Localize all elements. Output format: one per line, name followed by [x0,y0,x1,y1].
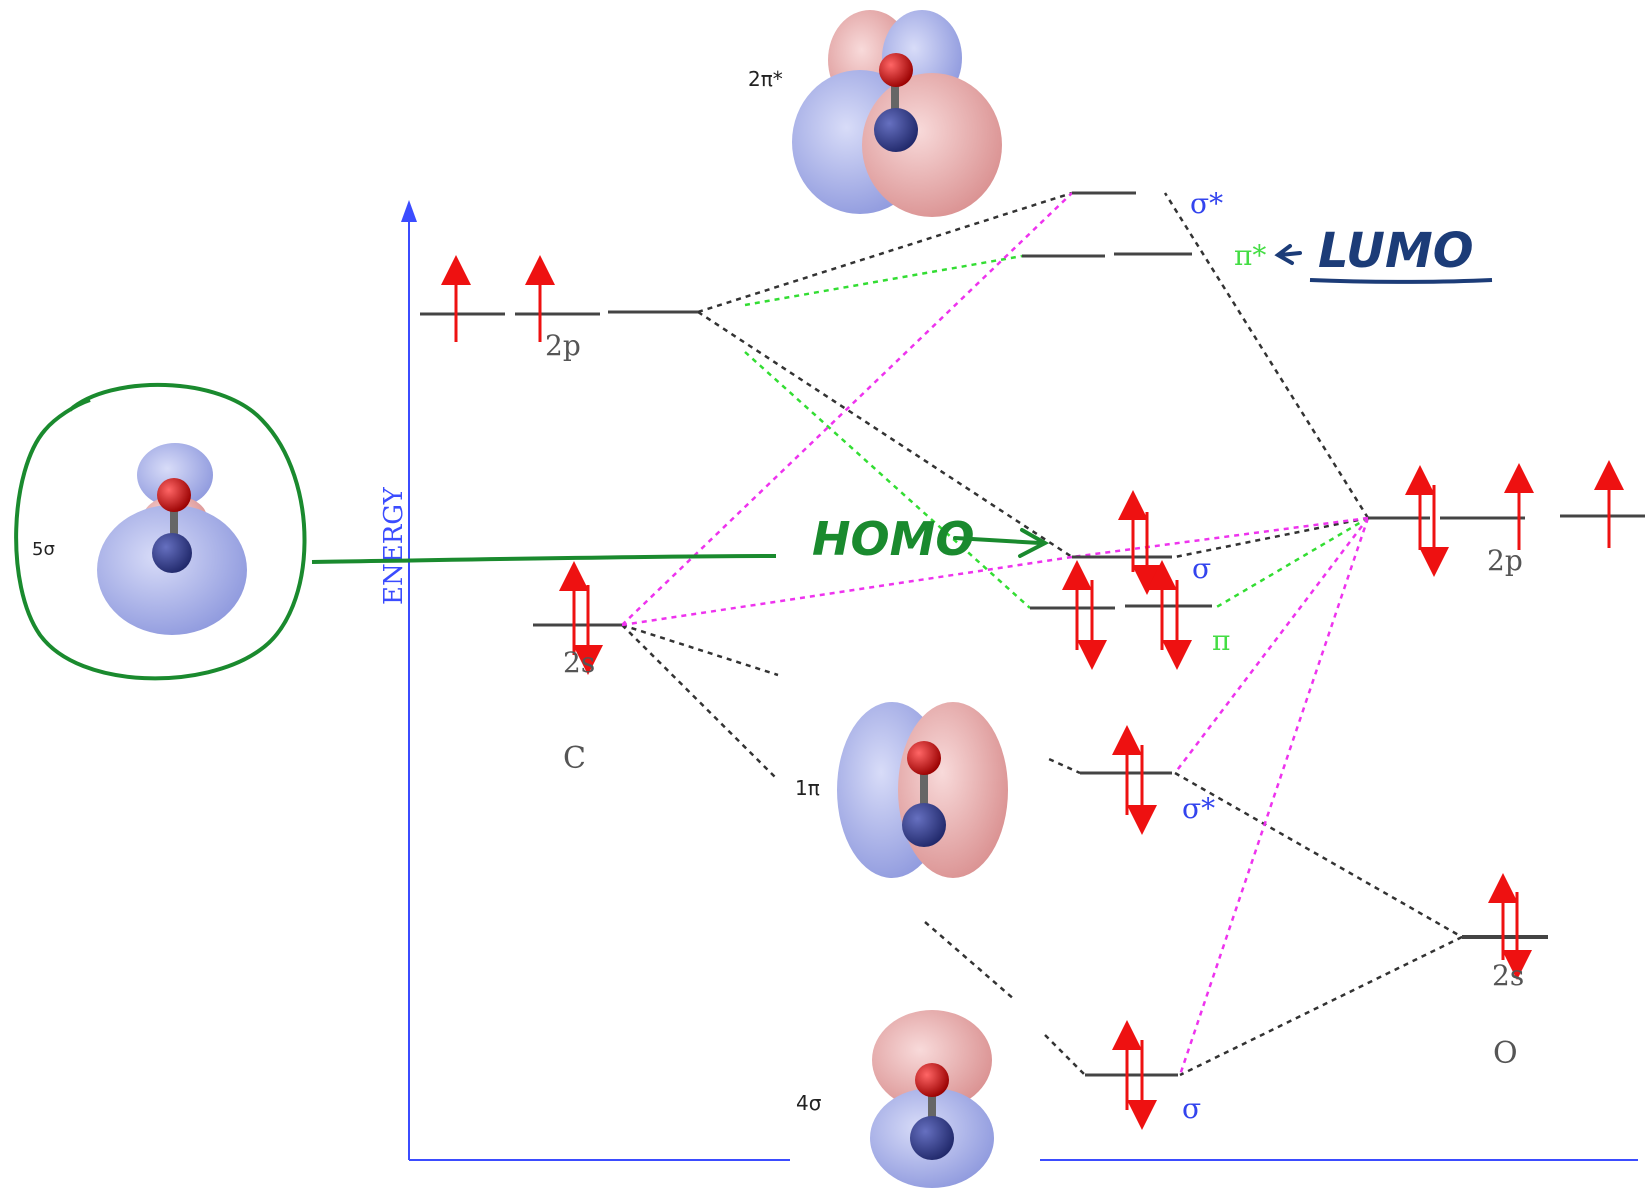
orbital-1pi-picture: 1π [778,690,1048,890]
link-o2p-sigma-mag [1071,516,1369,559]
orbital-1pi-label: 1π [795,776,820,800]
correlation-lines-green [744,254,1369,610]
orbital-4sigma-label: 4σ [796,1091,822,1115]
energy-axis-arrowhead [401,200,417,222]
orbital-2pi-star-label: 2π* [748,67,783,91]
link-c2s-sigma [621,555,1073,627]
link-c2s-sigma-bottom-b [1044,1034,1086,1076]
link-c2s-sigma-star-top [621,192,1073,626]
link-c2s-sigma-star-low [1039,753,1081,775]
link-c2p-sigma [697,310,1073,559]
lumo-underline [1309,278,1493,284]
link-c2s-upper [621,623,779,677]
mo-label-sigma: σ [1192,552,1211,585]
atomic-labels: 2p 2s C 2p 2s O [545,329,1524,1071]
link-o2p-sigma [1174,516,1369,559]
mo-label-sigma-star-top: σ* [1190,187,1223,220]
homo-circle [14,382,307,681]
correlation-lines-black [621,191,1463,1077]
oxygen-2s-label: 2s [1492,959,1524,992]
lumo-arrow-icon [1274,244,1302,265]
link-c2p-pi-star [744,254,1023,307]
correlation-lines-magenta [621,192,1370,1076]
mo-label-pi-star: π* [1234,239,1266,272]
carbon-2p-label: 2p [545,329,581,362]
link-c2s-sigma-bottom-a [924,921,1016,1001]
lumo-annotation: LUMO [1274,223,1493,284]
homo-connector-line [311,554,777,564]
oxygen-2p-label: 2p [1487,544,1523,577]
link-c2s-lower [621,624,779,781]
homo-label: HOMO [812,512,974,566]
link-c2p-sigma-star [697,191,1073,314]
mo-label-sigma-bottom: σ [1182,1092,1201,1125]
energy-axis: ENERGY [379,200,1638,1161]
link-o2p-sigma-star-low [1174,517,1369,774]
orbital-5sigma-label: 5σ [32,539,55,560]
energy-axis-label: ENERGY [379,486,409,605]
homo-arrow-icon [953,528,1050,558]
link-c2p-pi [744,351,1031,609]
oxygen-atom-label: O [1493,1036,1518,1071]
mo-label-pi: π [1212,624,1230,657]
carbon-atom-label: C [563,741,586,776]
orbital-5sigma-picture: 5σ [32,443,247,635]
homo-annotation: HOMO [14,382,1050,681]
mo-label-sigma-star-low: σ* [1182,792,1215,825]
energy-levels [420,191,1645,1077]
electrons [441,255,1624,1130]
lumo-label: LUMO [1318,223,1474,279]
link-o2p-sigma-bottom [1178,517,1370,1076]
carbon-2s-label: 2s [563,646,595,679]
mo-labels: σ* π* σ π σ* σ [1182,187,1266,1125]
link-o2p-pi-star [1214,516,1369,610]
orbital-2pi-star-picture: 2π* [748,10,1002,217]
orbital-4sigma-picture: 4σ [790,1005,1040,1192]
link-sigma-star-low-o2s [1174,771,1463,939]
link-o2p-sigma-star [1163,192,1370,519]
link-o2s-sigma-bottom [1179,935,1463,1077]
